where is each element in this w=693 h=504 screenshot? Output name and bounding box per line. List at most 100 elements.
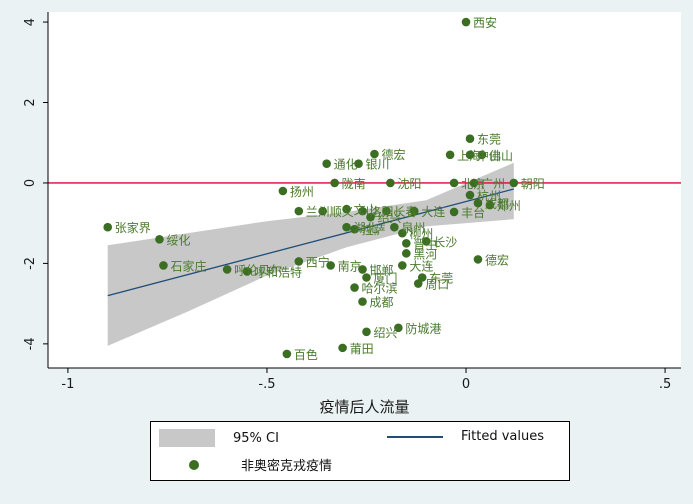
data-point (402, 249, 411, 258)
point-label: 东莞 (429, 271, 453, 285)
point-label: 丰台 (461, 205, 485, 220)
data-point (222, 265, 232, 274)
point-label: 德宏 (381, 147, 405, 162)
y-tick-label: 2 (23, 98, 38, 106)
data-point (358, 297, 367, 306)
point-label: 邯郸 (370, 262, 394, 277)
point-label: 周口 (425, 278, 449, 292)
data-point (409, 206, 419, 216)
legend-points-label: 非奥密克戎疫情 (241, 459, 333, 474)
data-point (509, 178, 519, 188)
point-label: 沈阳 (397, 176, 421, 191)
fitted-line-layer (107, 188, 514, 297)
point-label: 张家界 (115, 220, 151, 235)
point-label: 呼和浩特 (254, 264, 302, 279)
data-point (402, 238, 411, 248)
legend-ci-label: 95% CI (233, 430, 279, 446)
legend-points-swatch (189, 459, 199, 470)
legend-fit-swatch (387, 435, 443, 438)
data-point (354, 159, 363, 168)
point-label: 通化 (334, 158, 358, 172)
legend-item-ci: 95% CI (159, 429, 279, 447)
point-label: 绍兴 (373, 326, 397, 340)
data-point (370, 149, 379, 159)
point-label: 广州 (481, 177, 505, 191)
y-tick-label: -4 (23, 337, 38, 350)
points-layer (103, 17, 519, 359)
data-point (326, 261, 335, 270)
point-label: 绍兴 (377, 211, 401, 225)
point-label: 德宏 (485, 252, 509, 267)
data-point (350, 224, 359, 234)
point-label: 扬州 (290, 184, 314, 199)
data-point (465, 134, 475, 144)
data-point (358, 206, 367, 216)
x-tick-label: 0 (462, 377, 470, 392)
y-tick-label: -2 (23, 257, 38, 270)
point-label: 厦门 (373, 270, 397, 285)
data-point (449, 178, 459, 188)
point-label: 拉萨 (362, 222, 386, 237)
point-label: 成都 (485, 197, 509, 211)
x-tick-label: .5 (659, 377, 671, 392)
point-label: 东莞 (477, 133, 501, 147)
data-point (386, 178, 395, 188)
data-point (159, 261, 168, 270)
data-point (342, 222, 351, 232)
x-tick-label: -1 (61, 377, 74, 392)
legend-item-points: 非奥密克戎疫情 (159, 455, 332, 474)
fitted-line (107, 188, 514, 297)
point-label: 石家庄 (170, 258, 206, 273)
data-point (358, 265, 367, 274)
data-point (485, 200, 495, 210)
data-point (445, 150, 455, 160)
point-label: 莆田 (350, 342, 374, 356)
data-point (421, 236, 431, 246)
data-point (366, 212, 375, 222)
point-label: 防城港 (405, 321, 441, 336)
data-point (362, 273, 371, 282)
data-point (398, 261, 407, 270)
data-point (398, 228, 407, 238)
axes-layer: -4 -2 0 2 4 -1 -.5 0 .5 (23, 12, 681, 392)
data-point (394, 323, 403, 333)
legend-item-fit: Fitted values (387, 429, 544, 444)
point-label: 大连 (421, 204, 445, 219)
legend-ci-swatch (159, 429, 215, 447)
data-point (465, 150, 475, 160)
data-point (338, 343, 347, 353)
point-label: 文山 (354, 202, 378, 217)
point-label: 佛山 (489, 149, 513, 163)
legend: 95% CI Fitted values 非奥密克戎疫情 (150, 421, 570, 481)
data-point (278, 186, 288, 196)
data-point (473, 255, 483, 264)
data-point (294, 206, 304, 216)
data-point (461, 17, 471, 27)
point-label: 顺义 (330, 205, 354, 219)
data-point (473, 198, 483, 208)
point-label: 柳州 (409, 227, 433, 241)
data-point (282, 349, 292, 359)
data-point (469, 178, 479, 188)
data-point (465, 190, 475, 200)
data-point (294, 257, 304, 266)
point-label: 长沙 (433, 235, 457, 249)
point-label: 兰州 (306, 205, 330, 219)
legend-fit-label: Fitted values (461, 429, 545, 444)
y-tick-label: 0 (23, 179, 38, 187)
point-label: 大连 (409, 258, 433, 273)
point-label: 呼伦贝尔 (234, 262, 282, 277)
data-point (322, 159, 331, 168)
data-point (382, 206, 391, 216)
point-label: 哈尔滨 (362, 281, 398, 296)
point-label: 洛阳 (370, 204, 394, 219)
data-point (413, 279, 423, 288)
data-point (477, 150, 487, 160)
point-label: 朝阳 (521, 177, 545, 191)
data-point (362, 327, 371, 337)
x-axis-title: 疫情后人流量 (319, 398, 409, 416)
point-label: 湖北 (354, 220, 378, 235)
point-label: 黑河 (413, 247, 437, 261)
